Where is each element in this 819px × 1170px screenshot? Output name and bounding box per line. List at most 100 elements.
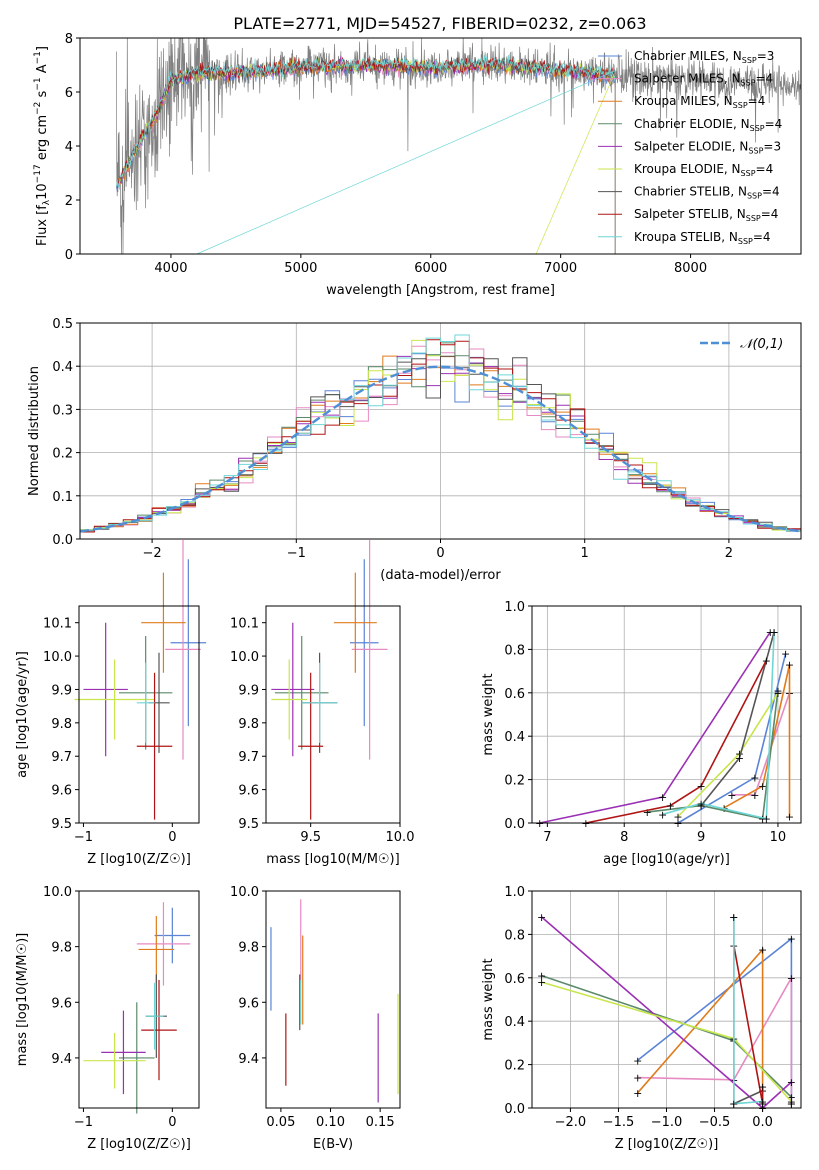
weight-marker: + (735, 752, 744, 765)
legend-label: Kroupa ELODIE, NSSP=4 (634, 162, 773, 178)
x-tick-label: 0.15 (366, 1115, 395, 1130)
x-tick-label: 0 (168, 830, 176, 845)
y-tick-label: 0.8 (504, 643, 525, 658)
weight-Z-plot-area: ++++ +++++++++++++++++++++++ + (537, 911, 796, 1115)
y-tick-label: 10.0 (230, 885, 259, 900)
x-tick-label: 1 (581, 546, 589, 561)
model-spectrum-chabrier-stelib (116, 56, 616, 189)
y-tick-label: 9.4 (51, 1052, 72, 1067)
y-tick-label: 9.6 (51, 996, 72, 1011)
x-tick-label: 9.5 (300, 830, 321, 845)
y-tick-label: 0.4 (52, 360, 73, 375)
y-tick-label: 10.1 (230, 617, 259, 632)
x-tick-label: 5000 (284, 261, 317, 276)
weight-marker: + (787, 933, 796, 946)
age-mass-frame (265, 605, 401, 824)
weight-line (733, 945, 764, 1104)
weight-marker: + (787, 1095, 796, 1108)
x-tick-label: 10.0 (386, 830, 415, 845)
weight-line (662, 631, 775, 820)
age-Z-y-label: age [log10(age/yr)] (15, 651, 30, 778)
weight-marker: + (696, 797, 705, 810)
weight-marker: + (658, 808, 667, 821)
weight-age-x-label: age [log10(age/yr)] (603, 852, 730, 867)
x-tick-label: 7000 (544, 261, 577, 276)
x-tick-label: −1.0 (651, 1115, 683, 1130)
age-Z-plot-area (74, 539, 207, 820)
weight-marker: + (633, 1054, 642, 1067)
y-tick-label: 9.6 (238, 784, 259, 799)
weight-marker: + (673, 810, 682, 823)
weight-line (539, 631, 771, 824)
x-tick-label: −2.0 (555, 1115, 587, 1130)
spectrum-axes: 4000 5000 6000 7000 8000 0 2 4 6 8 (65, 32, 802, 276)
age-Z-axes: −1 0 9.5 9.6 9.7 9.8 9.9 10.0 10.1 (43, 539, 207, 845)
age-mass-x-label: mass [log10(M/M☉)] (266, 852, 399, 867)
weight-marker: + (762, 654, 771, 667)
x-tick-label: −1.5 (603, 1115, 635, 1130)
y-tick-label: 0.6 (504, 972, 525, 987)
y-tick-label: 9.6 (238, 996, 259, 1011)
legend-label: Kroupa MILES, NSSP=4 (634, 94, 765, 110)
y-tick-label: 0.2 (504, 774, 525, 789)
weight-marker: + (758, 944, 767, 957)
legend-label: 𝒩(0,1) (740, 337, 783, 352)
weight-marker: + (696, 800, 705, 813)
y-tick-label: 9.5 (238, 817, 259, 832)
x-tick-label: 2 (725, 546, 733, 561)
mass-EBV-plot-area (270, 899, 399, 1103)
weight-age-y-label: mass weight (481, 673, 496, 755)
y-tick-label: 0.1 (52, 490, 73, 505)
weight-line (677, 653, 787, 824)
y-tick-label: 0.0 (52, 533, 73, 548)
weight-marker: + (735, 748, 744, 761)
y-tick-label: 0.4 (504, 730, 525, 745)
age-Z-frame (78, 605, 200, 824)
y-tick-label: 0.0 (504, 1102, 525, 1117)
weight-marker: + (787, 1098, 796, 1111)
residuals-x-label: (data-model)/error (380, 568, 501, 583)
x-tick-label: 4000 (154, 261, 187, 276)
weight-marker: + (785, 659, 794, 672)
weight-marker: + (769, 626, 778, 639)
y-tick-label: 2 (65, 194, 73, 209)
y-tick-label: 9.4 (238, 1052, 259, 1067)
weight-marker: + (750, 789, 759, 802)
mass-EBV-frame (265, 890, 401, 1109)
weight-marker: + (787, 1076, 796, 1089)
weight-marker: + (537, 970, 546, 983)
y-tick-label: 0 (65, 248, 73, 263)
model-spectrum-kroupa-stelib (116, 54, 616, 254)
y-tick-label: 0.5 (52, 317, 73, 332)
y-tick-label: 6 (65, 86, 73, 101)
weight-marker: + (773, 687, 782, 700)
legend-label: Kroupa STELIB, NSSP=4 (634, 230, 771, 246)
weight-marker: + (633, 1087, 642, 1100)
spectrum-x-label: wavelength [Angstrom, rest frame] (326, 283, 555, 298)
weight-marker: + (758, 1098, 767, 1111)
weight-marker: + (787, 1091, 796, 1104)
weight-marker: + (727, 789, 736, 802)
x-tick-label: 0.10 (316, 1115, 345, 1130)
y-tick-label: 0.0 (504, 817, 525, 832)
y-tick-label: 9.8 (51, 717, 72, 732)
y-tick-label: 0.3 (52, 403, 73, 418)
mass-EBV-x-label: E(B-V) (313, 1137, 353, 1152)
weight-marker: + (696, 780, 705, 793)
y-tick-label: 10.0 (43, 885, 72, 900)
x-tick-label: −1 (74, 830, 93, 845)
weight-line (637, 947, 764, 1104)
mass-Z-x-label: Z [log10(Z/Z☉)] (87, 1137, 191, 1152)
y-tick-label: 9.9 (238, 683, 259, 698)
mass-EBV-axes: 0.05 0.10 0.15 9.4 9.6 9.8 10.0 (230, 885, 401, 1130)
x-tick-label: 8 (620, 830, 628, 845)
weight-line (585, 659, 768, 824)
weight-marker: + (785, 810, 794, 823)
y-tick-label: 9.5 (51, 817, 72, 832)
y-tick-label: 9.8 (51, 941, 72, 956)
mass-Z-y-label: mass [log10(M/M☉)] (15, 933, 30, 1066)
weight-line (700, 631, 775, 807)
weight-marker: + (787, 972, 796, 985)
